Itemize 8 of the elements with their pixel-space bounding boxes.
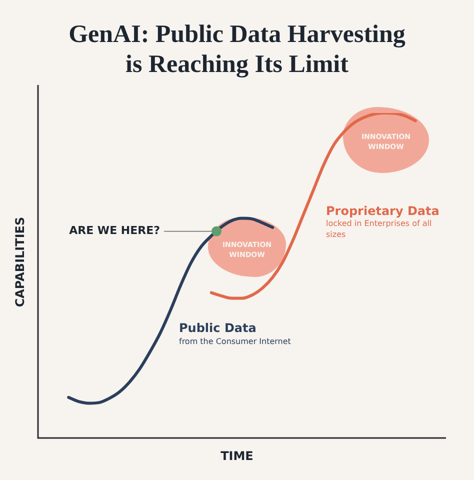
annotation: ARE WE HERE? xyxy=(69,224,160,238)
series-label: Public Data xyxy=(179,321,256,336)
annotation: from the Consumer Internet xyxy=(179,337,291,346)
chart-title: GenAI: Public Data Harvesting is Reaching Its Limit xyxy=(68,20,406,80)
x-axis-title: TIME xyxy=(220,449,254,463)
y-axis-title: CAPABILITIES xyxy=(13,216,27,310)
annotation: locked in Enterprises of all sizes xyxy=(326,219,432,240)
series-label: Proprietary Data xyxy=(326,204,440,218)
